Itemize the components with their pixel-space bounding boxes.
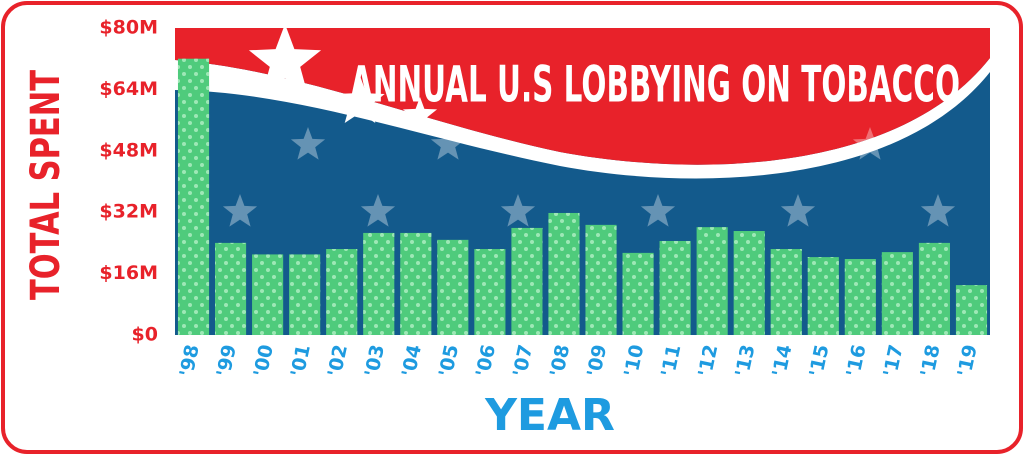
star [335,76,385,123]
x-axis-title: YEAR [484,390,615,441]
bar-pattern [844,259,876,335]
star [360,194,396,227]
bar-pattern [622,252,654,335]
y-tick-label: $32M [99,201,158,223]
star [920,194,956,227]
star [780,194,816,227]
bar-pattern [770,249,802,335]
bar-pattern [585,224,617,335]
bar-pattern [363,232,395,335]
stars [222,24,956,227]
bar-pattern [807,257,839,335]
bar-pattern [474,249,506,335]
star [402,97,438,130]
bar-pattern [696,227,728,335]
y-axis-title: TOTAL SPENT [23,69,69,300]
star [222,194,258,227]
bar-pattern [511,227,543,335]
chart-title: ANNUAL U.S LOBBYING ON TOBACCO [350,56,960,114]
bar-pattern [215,242,247,335]
bar-pattern [177,58,210,335]
bar-pattern [918,242,950,335]
star [640,194,676,227]
y-tick-label: $0 [132,324,158,346]
bar-pattern [881,252,913,335]
bar-pattern [289,254,321,335]
star [852,127,888,160]
bar-pattern [326,249,358,335]
bar-pattern [659,240,691,335]
bar-pattern [548,212,580,335]
bar-pattern [252,254,284,335]
bar-pattern [955,285,988,335]
banner [175,28,990,165]
star [290,127,326,160]
star [430,127,466,160]
star [248,24,322,93]
star [500,194,536,227]
y-tick-label: $48M [99,139,158,161]
y-tick-label: $64M [99,78,158,100]
y-tick-label: $16M [99,262,158,284]
marks [177,58,988,335]
bar-pattern [400,232,432,335]
bar-pattern [733,231,765,335]
bar-pattern [437,239,469,335]
y-tick-label: $80M [99,17,158,39]
